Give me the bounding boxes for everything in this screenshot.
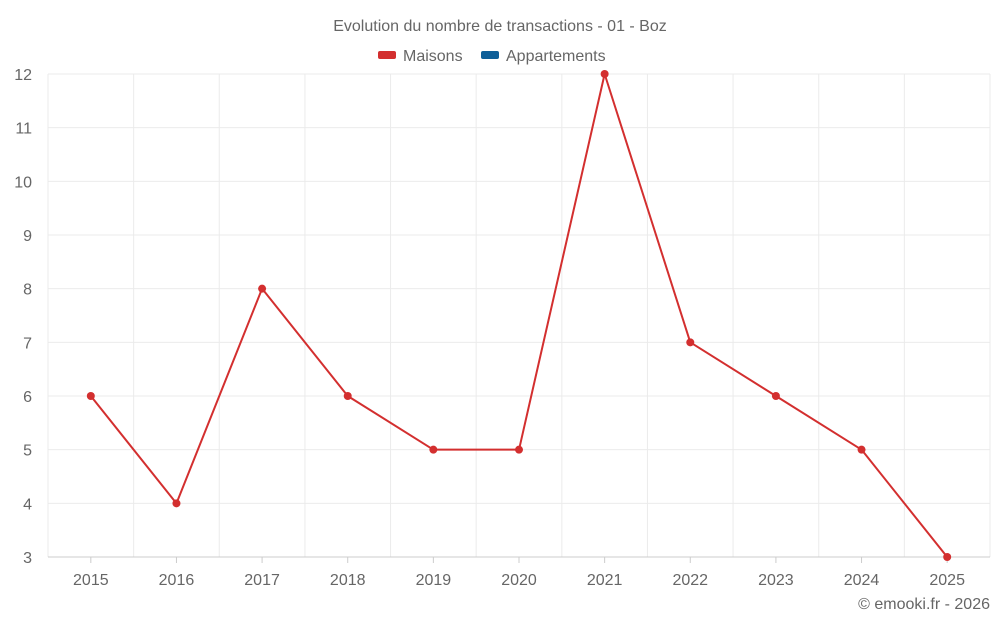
y-tick-label: 8 xyxy=(23,282,32,299)
legend-swatch-appartements xyxy=(481,51,499,59)
y-tick-label: 11 xyxy=(15,121,32,138)
legend-item-appartements[interactable]: Appartements xyxy=(481,48,606,65)
legend-swatch-maisons xyxy=(378,51,396,59)
y-tick-label: 4 xyxy=(23,496,32,513)
x-tick-label: 2023 xyxy=(758,572,794,589)
x-tick-label: 2016 xyxy=(159,572,195,589)
y-tick-label: 9 xyxy=(23,228,32,245)
x-tick-label: 2019 xyxy=(416,572,452,589)
y-tick-label: 10 xyxy=(14,174,32,191)
gridlines xyxy=(47,73,991,557)
data-point-maisons[interactable] xyxy=(600,70,609,78)
legend-label-maisons: Maisons xyxy=(403,48,463,65)
x-tick-label: 2021 xyxy=(587,572,623,589)
series-layer xyxy=(86,70,952,561)
y-tick-label: 12 xyxy=(14,67,32,84)
x-tick-label: 2022 xyxy=(672,572,708,589)
data-point-maisons[interactable] xyxy=(771,392,780,400)
y-tick-label: 3 xyxy=(23,550,32,567)
legend-item-maisons[interactable]: Maisons xyxy=(378,48,463,65)
data-point-maisons[interactable] xyxy=(857,445,866,454)
data-point-maisons[interactable] xyxy=(258,284,267,293)
data-point-maisons[interactable] xyxy=(172,499,181,508)
x-tick-label: 2018 xyxy=(330,572,366,589)
chart-title: Evolution du nombre de transactions - 01… xyxy=(333,18,667,35)
data-point-maisons[interactable] xyxy=(686,338,695,347)
x-tick-label: 2024 xyxy=(844,572,880,589)
y-tick-label: 7 xyxy=(23,335,32,352)
credit-text: © emooki.fr - 2026 xyxy=(858,596,990,613)
data-point-maisons[interactable] xyxy=(515,445,523,454)
legend-label-appartements: Appartements xyxy=(506,48,606,65)
x-tick-label: 2025 xyxy=(929,572,965,589)
legend: Maisons Appartements xyxy=(378,48,606,65)
data-point-maisons[interactable] xyxy=(343,392,352,400)
x-tick-label: 2015 xyxy=(73,572,109,589)
data-point-maisons[interactable] xyxy=(943,553,952,561)
x-tick-label: 2020 xyxy=(501,572,537,589)
axes: 3 4 5 6 7 8 9 10 11 12 2015 2016 2017 2018 2019 2020 202… xyxy=(14,67,990,589)
y-tick-label: 6 xyxy=(23,389,32,406)
y-tick-label: 5 xyxy=(23,443,32,460)
x-tick-label: 2017 xyxy=(244,572,280,589)
data-point-maisons[interactable] xyxy=(86,392,95,400)
data-point-maisons[interactable] xyxy=(429,445,438,454)
